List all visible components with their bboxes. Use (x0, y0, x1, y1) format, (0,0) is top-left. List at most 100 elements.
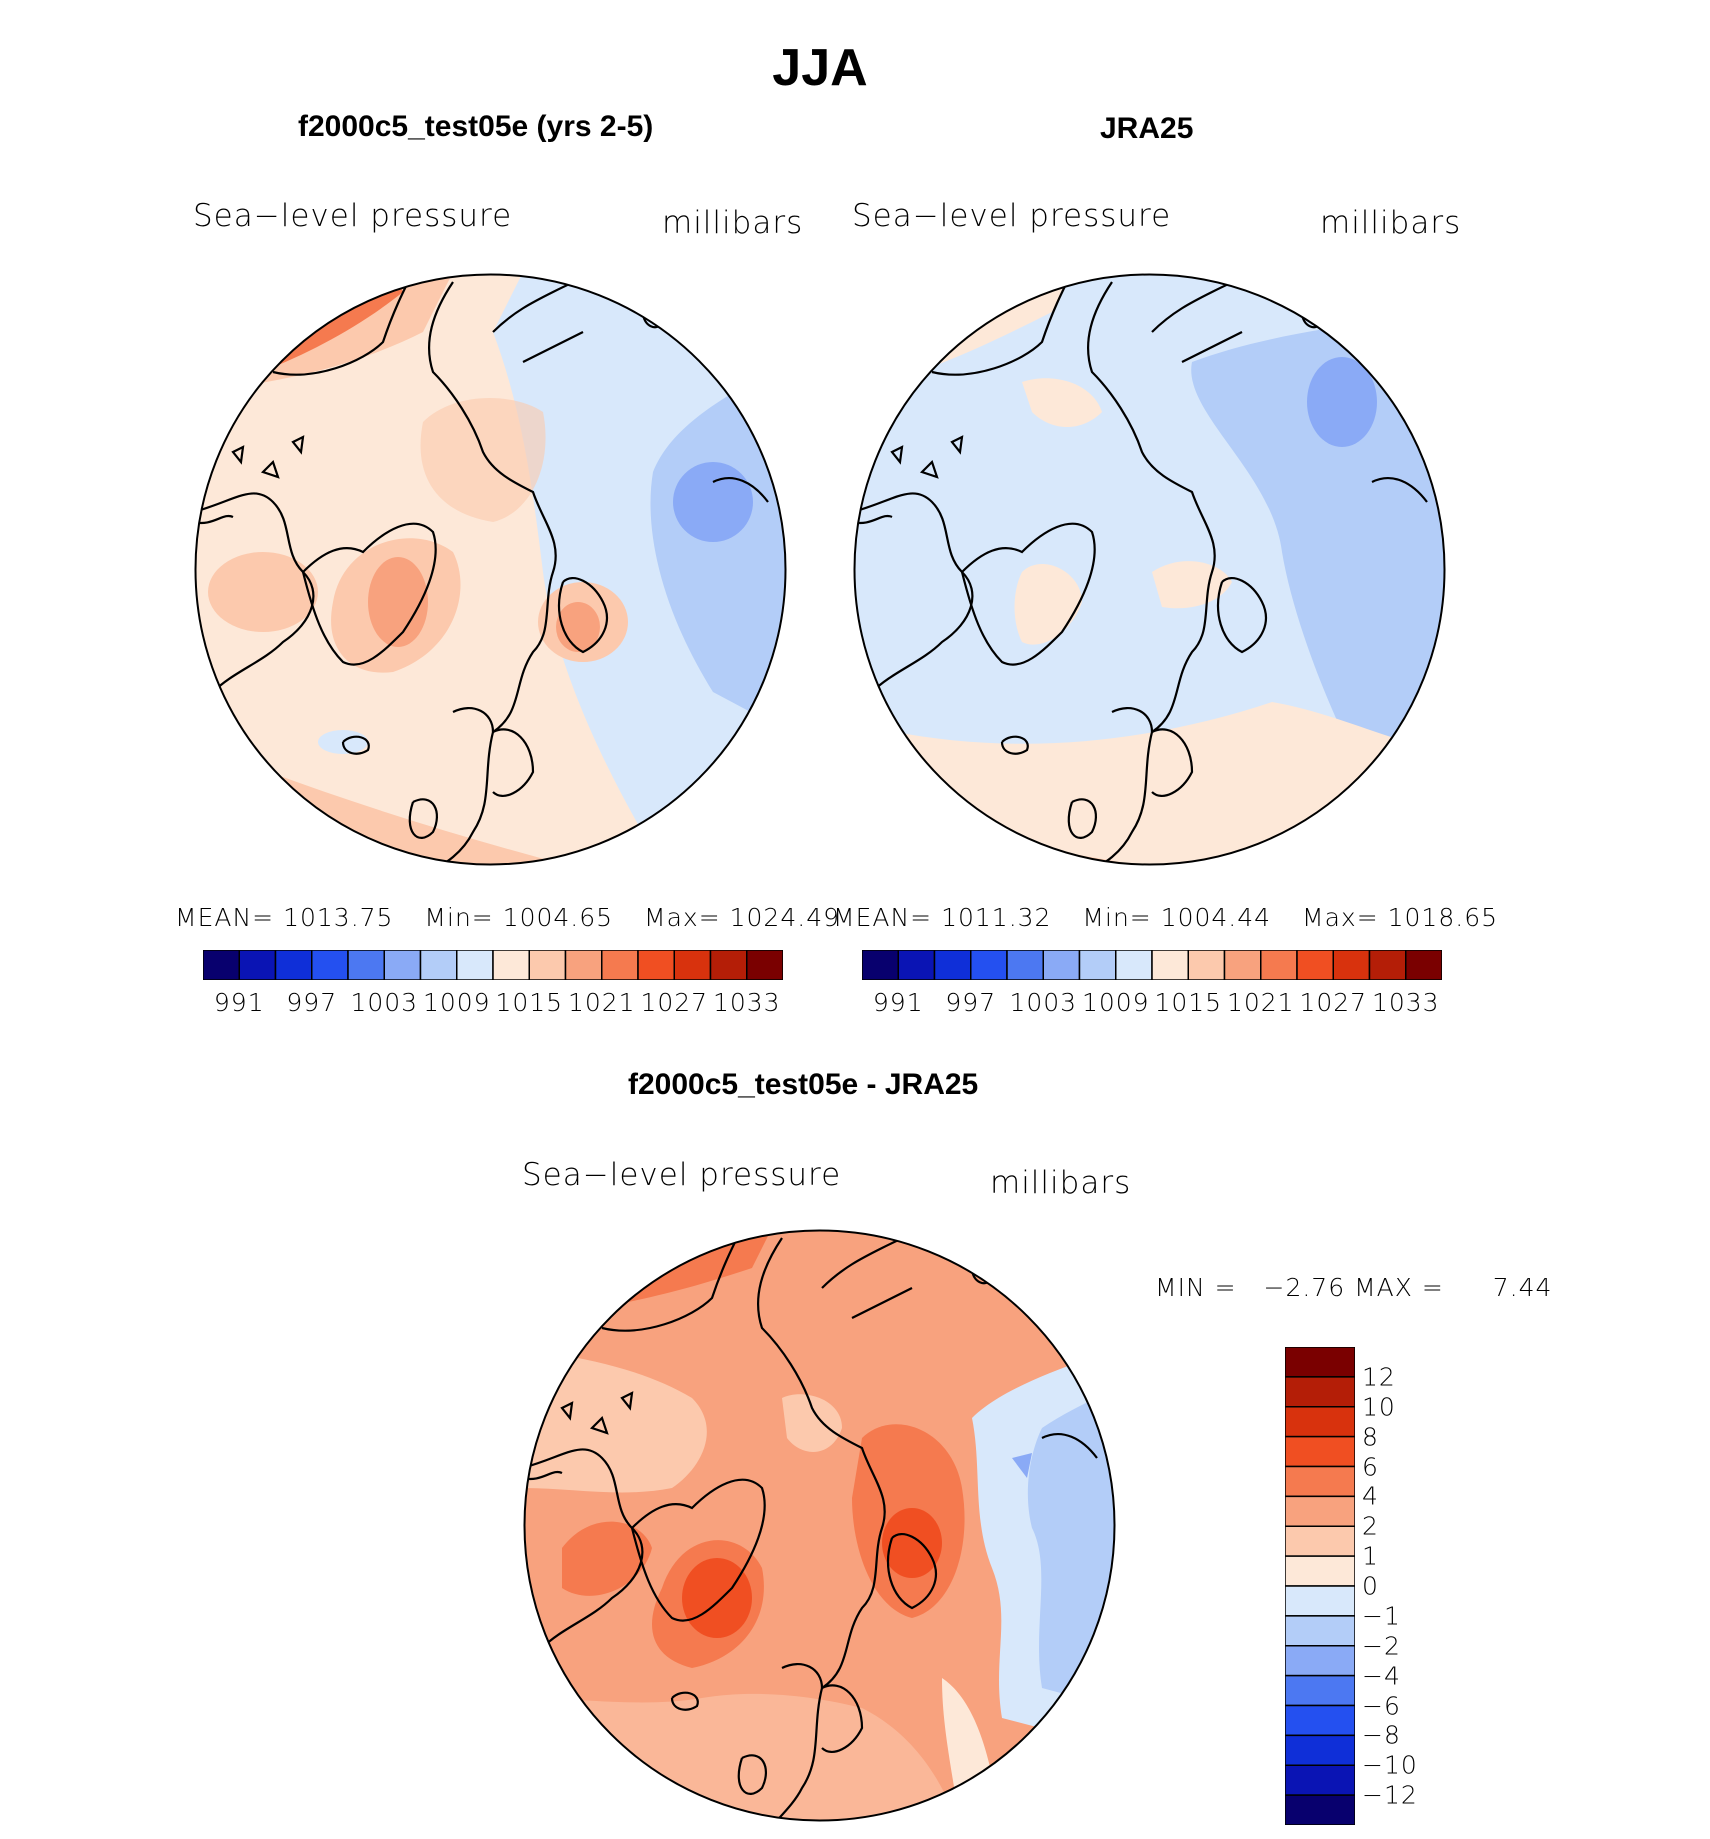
colorbar-swatch (637, 950, 675, 980)
colorbar-tick-label: −12 (1362, 1780, 1418, 1810)
units-label-obs: millibars (1320, 205, 1462, 241)
colorbar-swatch (1285, 1465, 1355, 1498)
colorbar-swatch (1187, 950, 1226, 980)
colorbar-labels-diff: 12 10 8 6 4 2 1 0 −1 −2 −4 −6 −8 −10 −12 (1362, 1347, 1462, 1825)
colorbar-swatch (419, 950, 458, 980)
polar-map-obs (853, 273, 1446, 866)
colorbar-swatch (970, 950, 1008, 980)
colorbar-swatch (1332, 950, 1371, 980)
map-border-diff (523, 1229, 1116, 1822)
max-value-diff: 7.44 (1492, 1273, 1553, 1302)
max-label-diff: MAX = (1354, 1273, 1444, 1302)
colorbar-tick-label: 1015 (495, 988, 564, 1017)
colorbar-swatch (1285, 1406, 1355, 1438)
colorbar-swatch (1285, 1704, 1355, 1737)
panel-title-diff: f2000c5_test05e - JRA25 (628, 1068, 979, 1101)
colorbar-tick-label: 1 (1362, 1541, 1379, 1571)
colorbar-swatch (1006, 950, 1044, 980)
colorbar-swatch (1285, 1764, 1355, 1796)
colorbar-tick-label: −2 (1362, 1631, 1401, 1661)
field-6-greenland (682, 1558, 752, 1638)
colorbar-tick-label: 2 (1362, 1511, 1379, 1541)
colorbar-swatch (1285, 1585, 1355, 1617)
colorbar-swatch (1115, 950, 1153, 980)
min-label-obs: Min= (1082, 903, 1152, 932)
field-4-alaska (562, 1521, 652, 1596)
colorbar-tick-label: 997 (286, 988, 338, 1017)
colorbar-swatch (1223, 950, 1262, 980)
units-label-diff: millibars (990, 1165, 1132, 1201)
colorbar-tick-label: 1021 (567, 988, 636, 1017)
min-label-diff: MIN = (1155, 1273, 1237, 1302)
colorbar-swatch (709, 950, 748, 980)
colorbar-tick-label: 991 (213, 988, 265, 1017)
mean-value-obs: 1011.32 (941, 903, 1052, 932)
colorbar-swatch (1285, 1347, 1355, 1378)
field-low-region (1307, 357, 1377, 447)
colorbar-tick-label: 1003 (1009, 988, 1078, 1017)
colorbar-swatch (347, 950, 385, 980)
colorbar-swatch (1151, 950, 1189, 980)
colorbar-swatch (897, 950, 936, 980)
colorbar-tick-label: −10 (1362, 1750, 1418, 1780)
colorbar-tick-label: 10 (1362, 1392, 1396, 1422)
mean-label-model: MEAN= (175, 903, 275, 932)
colorbar-tick-label: 12 (1362, 1362, 1396, 1392)
colorbar-model (203, 950, 783, 980)
field-high-siberia-core (556, 602, 600, 652)
min-value-diff: −2.76 (1263, 1273, 1346, 1302)
field-1-center (782, 1394, 842, 1452)
colorbar-tick-label: −6 (1362, 1691, 1401, 1720)
max-label-model: Max= (644, 903, 721, 932)
polar-map-diff (523, 1229, 1116, 1822)
colorbar-tick-label: −8 (1362, 1720, 1401, 1750)
colorbar-swatch (1285, 1734, 1355, 1767)
stats-model: MEAN= 1013.75 Min= 1004.65 Max= 1024.49 (175, 903, 840, 932)
colorbar-tick-label: 6 (1362, 1452, 1379, 1481)
map-border-obs (853, 273, 1446, 866)
field-high-canada (1022, 378, 1102, 427)
colorbar-swatch (238, 950, 277, 980)
colorbar-swatch (746, 950, 783, 980)
colorbar-swatch (1285, 1794, 1355, 1825)
variable-label-diff: Sea−level pressure (522, 1157, 842, 1193)
colorbar-tick-label: 1033 (1371, 988, 1440, 1017)
colorbar-swatch (528, 950, 567, 980)
field-high-greenland (1014, 563, 1082, 645)
colorbar-tick-label: −1 (1362, 1601, 1401, 1631)
stats-diff: MIN = −2.76 MAX = 7.44 (1155, 1273, 1552, 1302)
colorbar-tick-label: 1027 (1299, 988, 1368, 1017)
colorbar-tick-label: 1009 (422, 988, 491, 1017)
colorbar-tick-label: 1021 (1226, 988, 1295, 1017)
colorbar-swatch (1285, 1525, 1355, 1557)
colorbar-tick-label: 1033 (712, 988, 781, 1017)
colorbar-swatch (311, 950, 349, 980)
colorbar-tick-label: −4 (1362, 1661, 1401, 1691)
colorbar-swatch (1285, 1615, 1355, 1647)
colorbar-swatch (456, 950, 494, 980)
max-label-obs: Max= (1302, 903, 1379, 932)
colorbar-swatch (274, 950, 313, 980)
colorbar-swatch (1285, 1674, 1355, 1707)
colorbar-swatch (1296, 950, 1334, 980)
colorbar-swatch (1368, 950, 1407, 980)
colorbar-labels-obs: 991 997 1003 1009 1015 1021 1027 1033 (862, 988, 1442, 1020)
min-label-model: Min= (424, 903, 494, 932)
colorbar-tick-label: 997 (945, 988, 997, 1017)
colorbar-swatch (862, 950, 899, 980)
map-border-model (194, 273, 787, 866)
field-6-siberia (882, 1508, 942, 1578)
colorbar-swatch (1078, 950, 1117, 980)
colorbar-swatch (1285, 1376, 1355, 1408)
mean-value-model: 1013.75 (283, 903, 394, 932)
polar-map-model (194, 273, 787, 866)
colorbar-swatch (383, 950, 422, 980)
colorbar-swatch (492, 950, 530, 980)
variable-label-model: Sea−level pressure (193, 198, 513, 234)
colorbar-swatch (933, 950, 972, 980)
colorbar-tick-label: 1027 (640, 988, 709, 1017)
units-label-model: millibars (662, 205, 804, 241)
colorbar-swatch (203, 950, 240, 980)
colorbar-swatch (1405, 950, 1442, 980)
colorbar-swatch (1042, 950, 1081, 980)
